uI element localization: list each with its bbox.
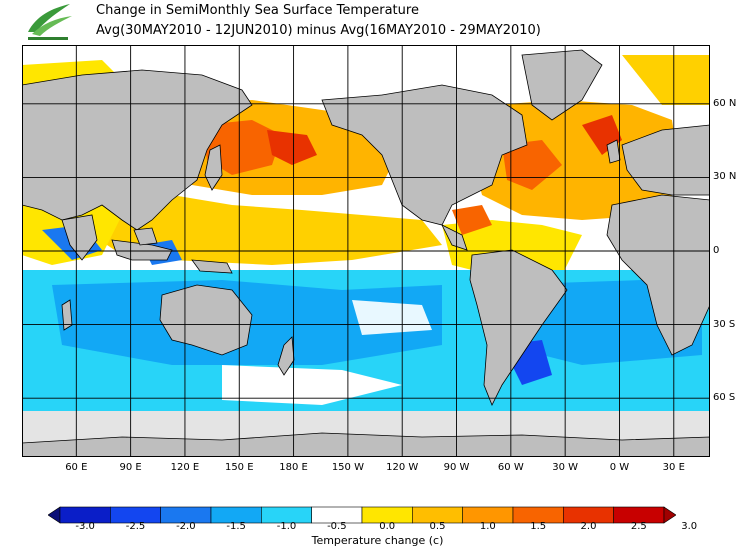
longitude-label: 60 E (65, 462, 88, 473)
colorbar-arrow-low (48, 506, 61, 524)
colorbar-tick-label: -1.5 (226, 521, 246, 532)
land-new-zealand (277, 336, 295, 376)
longitude-label: 30 E (662, 462, 685, 473)
agency-logo (28, 4, 72, 40)
land-africa (606, 194, 710, 356)
colorbar-arrow-high (663, 506, 676, 524)
land-south-america (469, 249, 568, 406)
colorbar-tick-label: 2.0 (580, 521, 597, 532)
colorbar-tick-label: 1.0 (479, 521, 496, 532)
hot-region (267, 130, 317, 165)
colorbar-tick-label: 3.0 (681, 521, 698, 532)
latitude-label: 0 (713, 245, 720, 256)
longitude-label: 120 W (386, 462, 419, 473)
longitude-label: 120 E (170, 462, 200, 473)
land-greenland (521, 49, 603, 121)
colorbar-tick-label: -2.5 (125, 521, 146, 532)
land-uk (606, 139, 621, 164)
sst-change-map (22, 45, 710, 457)
longitude-label: 60 W (497, 462, 524, 473)
temperature-colorbar (48, 506, 676, 524)
colorbar-title: Temperature change (c) (311, 534, 444, 547)
hot-region (202, 120, 282, 175)
colorbar-tick-label: -2.0 (176, 521, 196, 532)
colorbar-tick-label: 0.0 (379, 521, 396, 532)
land-borneo (133, 227, 158, 246)
land-central-america (441, 224, 468, 251)
latitude-label: 60 S (713, 392, 736, 404)
land-new-guinea (191, 259, 233, 274)
longitude-label: 30 W (552, 462, 579, 473)
longitude-label: 90 E (119, 462, 142, 473)
longitude-label: 150 W (331, 462, 364, 473)
land-indonesia (111, 239, 173, 261)
land-antarctica (22, 432, 710, 457)
latitude-label: 60 N (713, 97, 737, 109)
colorbar-tick-label: 0.5 (429, 521, 446, 532)
land-madagascar (61, 299, 73, 331)
colorbar-tick-label: -1.0 (276, 521, 297, 532)
graticule (22, 45, 710, 457)
longitude-label: 90 W (443, 462, 470, 473)
neutral-region (352, 300, 432, 335)
map-frame (22, 45, 710, 457)
colorbar-tick-label: 1.5 (530, 521, 547, 532)
longitude-label: 0 W (609, 462, 630, 473)
map-title: Change in SemiMonthly Sea Surface Temper… (96, 3, 419, 18)
land-india (61, 214, 98, 261)
neutral-region (222, 365, 402, 405)
land-australia (159, 284, 253, 356)
hot-region (452, 205, 492, 235)
latitude-label: 30 S (713, 318, 736, 330)
warm-region (622, 55, 710, 105)
land-north-america (321, 84, 528, 226)
longitude-label: 150 E (224, 462, 254, 473)
colorbar-tick-label: -3.0 (75, 521, 95, 532)
latitude-label: 30 N (713, 171, 737, 183)
land-japan (204, 144, 223, 191)
map-subtitle: Avg(30MAY2010 - 12JUN2010) minus Avg(16M… (96, 23, 541, 38)
warm-region (92, 195, 442, 265)
colorbar-tick-label: 2.5 (630, 521, 647, 532)
longitude-label: 180 E (279, 462, 308, 473)
colorbar-tick-label: -0.5 (327, 521, 347, 532)
